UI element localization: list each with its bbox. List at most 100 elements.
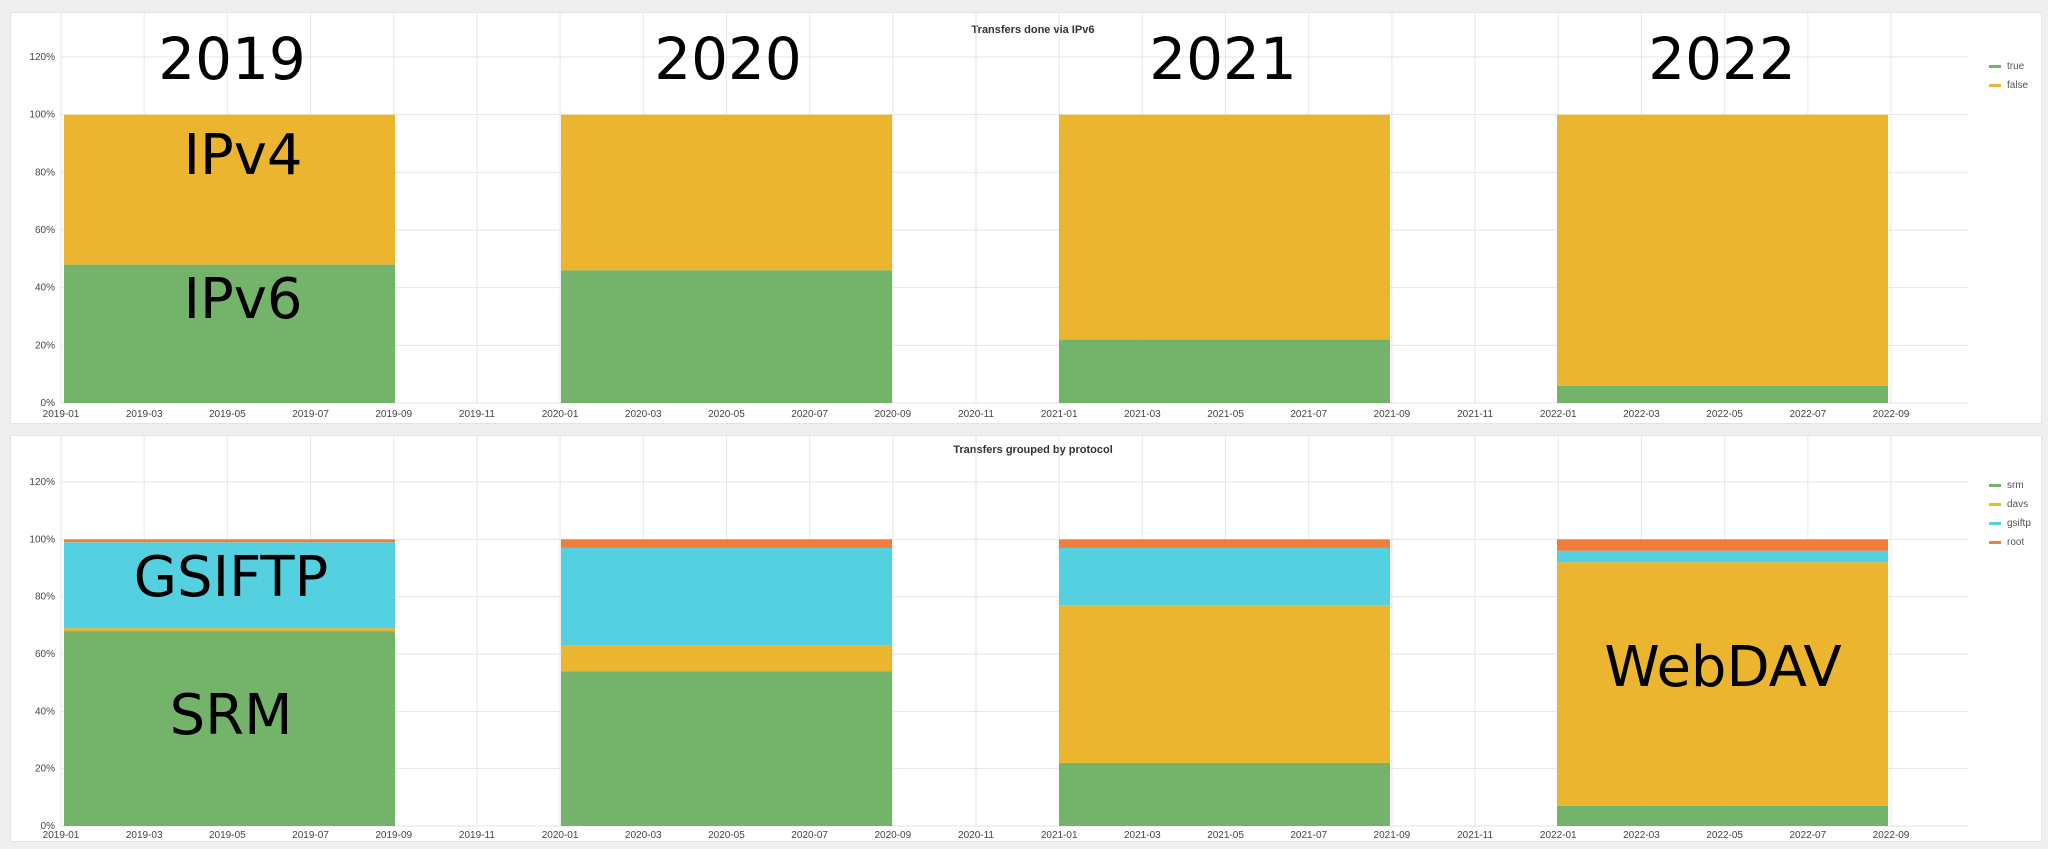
x-tick-label: 2019-11 <box>459 409 495 420</box>
ipv4-annotation: IPv4 <box>183 123 302 188</box>
bar-gsiftp-2019 <box>64 542 395 629</box>
year-label-2022: 2022 <box>1648 25 1796 93</box>
legend-label-srm[interactable]: srm <box>2007 480 2024 491</box>
x-tick-label: 2022-05 <box>1706 830 1743 841</box>
x-tick-label: 2019-07 <box>292 409 329 420</box>
bar-davs-2021 <box>1059 605 1390 763</box>
x-tick-label: 2020-05 <box>708 409 745 420</box>
x-tick-label: 2019-01 <box>43 830 80 841</box>
bar-true-2021 <box>1059 339 1390 403</box>
bar-srm-2021 <box>1059 762 1390 826</box>
bar-gsiftp-2020 <box>561 547 892 646</box>
legend-label-gsiftp[interactable]: gsiftp <box>2007 518 2031 529</box>
y-tick-label: 100% <box>29 534 55 545</box>
ipv6-annotation: IPv6 <box>183 267 302 332</box>
bar-root-2020 <box>561 539 892 548</box>
x-tick-label: 2019-03 <box>126 409 163 420</box>
webdav-annotation: WebDAV <box>1604 635 1841 700</box>
legend-swatch-false <box>1989 84 2001 87</box>
x-tick-label: 2019-05 <box>209 409 246 420</box>
y-tick-label: 40% <box>35 706 55 717</box>
x-tick-label: 2020-07 <box>791 409 828 420</box>
x-tick-label: 2022-07 <box>1789 409 1826 420</box>
x-tick-label: 2021-07 <box>1290 409 1327 420</box>
protocol-transfers-chart: Transfers grouped by protocol 0% 20% 40% 60… <box>29 436 2031 841</box>
y-tick-label: 80% <box>35 167 55 178</box>
bar-davs-2020 <box>561 645 892 672</box>
bar-root-2021 <box>1059 539 1390 548</box>
year-label-2019: 2019 <box>158 25 306 93</box>
bar-true-2019 <box>64 264 395 403</box>
bar-davs-2022 <box>1557 562 1888 806</box>
x-tick-label: 2022-07 <box>1789 830 1826 841</box>
bar-false-2020 <box>561 114 892 271</box>
bar-false-2019 <box>64 114 395 265</box>
x-tick-label: 2020-01 <box>542 830 579 841</box>
x-tick-label: 2021-03 <box>1124 409 1161 420</box>
y-tick-label: 120% <box>29 477 55 488</box>
x-tick-label: 2022-01 <box>1540 830 1577 841</box>
x-tick-label: 2021-07 <box>1290 830 1327 841</box>
legend-label-true[interactable]: true <box>2007 61 2025 72</box>
y-tick-label: 20% <box>35 764 55 775</box>
legend-swatch-true <box>1989 65 2001 68</box>
srm-annotation: SRM <box>170 683 293 748</box>
bar-false-2022 <box>1557 114 1888 386</box>
bar-root-2022 <box>1557 539 1888 551</box>
ipv6-transfers-panel: Transfers done via IPv6 0% 20% 40% 60% 80% 10… <box>10 12 2042 424</box>
x-tick-label: 2022-09 <box>1873 830 1910 841</box>
x-tick-label: 2019-03 <box>126 830 163 841</box>
x-tick-label: 2021-11 <box>1457 409 1493 420</box>
x-tick-label: 2019-11 <box>459 830 495 841</box>
x-tick-label: 2020-11 <box>958 830 994 841</box>
x-tick-label: 2020-07 <box>791 830 828 841</box>
bar-davs-2019 <box>64 628 395 632</box>
x-tick-label: 2021-01 <box>1041 409 1078 420</box>
x-tick-label: 2022-09 <box>1873 409 1910 420</box>
x-tick-label: 2020-01 <box>542 409 579 420</box>
legend-swatch-gsiftp <box>1989 522 2001 525</box>
legend-swatch-root <box>1989 541 2001 544</box>
gsiftp-annotation: GSIFTP <box>134 545 329 610</box>
bar-false-2021 <box>1059 114 1390 340</box>
x-tick-label: 2022-01 <box>1540 409 1577 420</box>
x-tick-label: 2022-05 <box>1706 409 1743 420</box>
x-tick-label: 2020-03 <box>625 409 662 420</box>
legend-label-root[interactable]: root <box>2007 537 2024 548</box>
x-tick-label: 2022-03 <box>1623 409 1660 420</box>
y-tick-label: 60% <box>35 225 55 236</box>
legend-label-false[interactable]: false <box>2007 80 2029 91</box>
bar-srm-2019 <box>64 631 395 826</box>
x-tick-label: 2022-03 <box>1623 830 1660 841</box>
x-tick-label: 2021-09 <box>1374 830 1411 841</box>
x-tick-label: 2020-11 <box>958 409 994 420</box>
x-tick-label: 2019-07 <box>292 830 329 841</box>
x-tick-label: 2020-09 <box>874 409 911 420</box>
x-tick-label: 2021-03 <box>1124 830 1161 841</box>
x-tick-label: 2019-05 <box>209 830 246 841</box>
x-tick-label: 2020-03 <box>625 830 662 841</box>
x-tick-label: 2019-01 <box>43 409 80 420</box>
x-tick-label: 2021-01 <box>1041 830 1078 841</box>
bar-root-2019 <box>64 539 395 543</box>
x-tick-label: 2019-09 <box>375 409 412 420</box>
y-tick-label: 40% <box>35 283 55 294</box>
bar-true-2020 <box>561 270 892 403</box>
legend-swatch-davs <box>1989 503 2001 506</box>
chart-title: Transfers done via IPv6 <box>972 24 1095 36</box>
legend-label-davs[interactable]: davs <box>2007 499 2028 510</box>
bar-true-2022 <box>1557 385 1888 403</box>
x-tick-label: 2021-05 <box>1207 409 1244 420</box>
y-tick-label: 0% <box>41 821 56 832</box>
y-tick-label: 100% <box>29 110 55 121</box>
legend-swatch-srm <box>1989 484 2001 487</box>
bar-gsiftp-2022 <box>1557 550 1888 563</box>
bar-gsiftp-2021 <box>1059 547 1390 606</box>
y-tick-label: 0% <box>41 398 56 409</box>
x-tick-label: 2020-05 <box>708 830 745 841</box>
x-tick-label: 2021-09 <box>1374 409 1411 420</box>
x-tick-label: 2020-09 <box>874 830 911 841</box>
protocol-transfers-panel: Transfers grouped by protocol 0% 20% 40% 60… <box>10 435 2042 842</box>
y-tick-label: 80% <box>35 592 55 603</box>
year-label-2021: 2021 <box>1149 25 1297 93</box>
